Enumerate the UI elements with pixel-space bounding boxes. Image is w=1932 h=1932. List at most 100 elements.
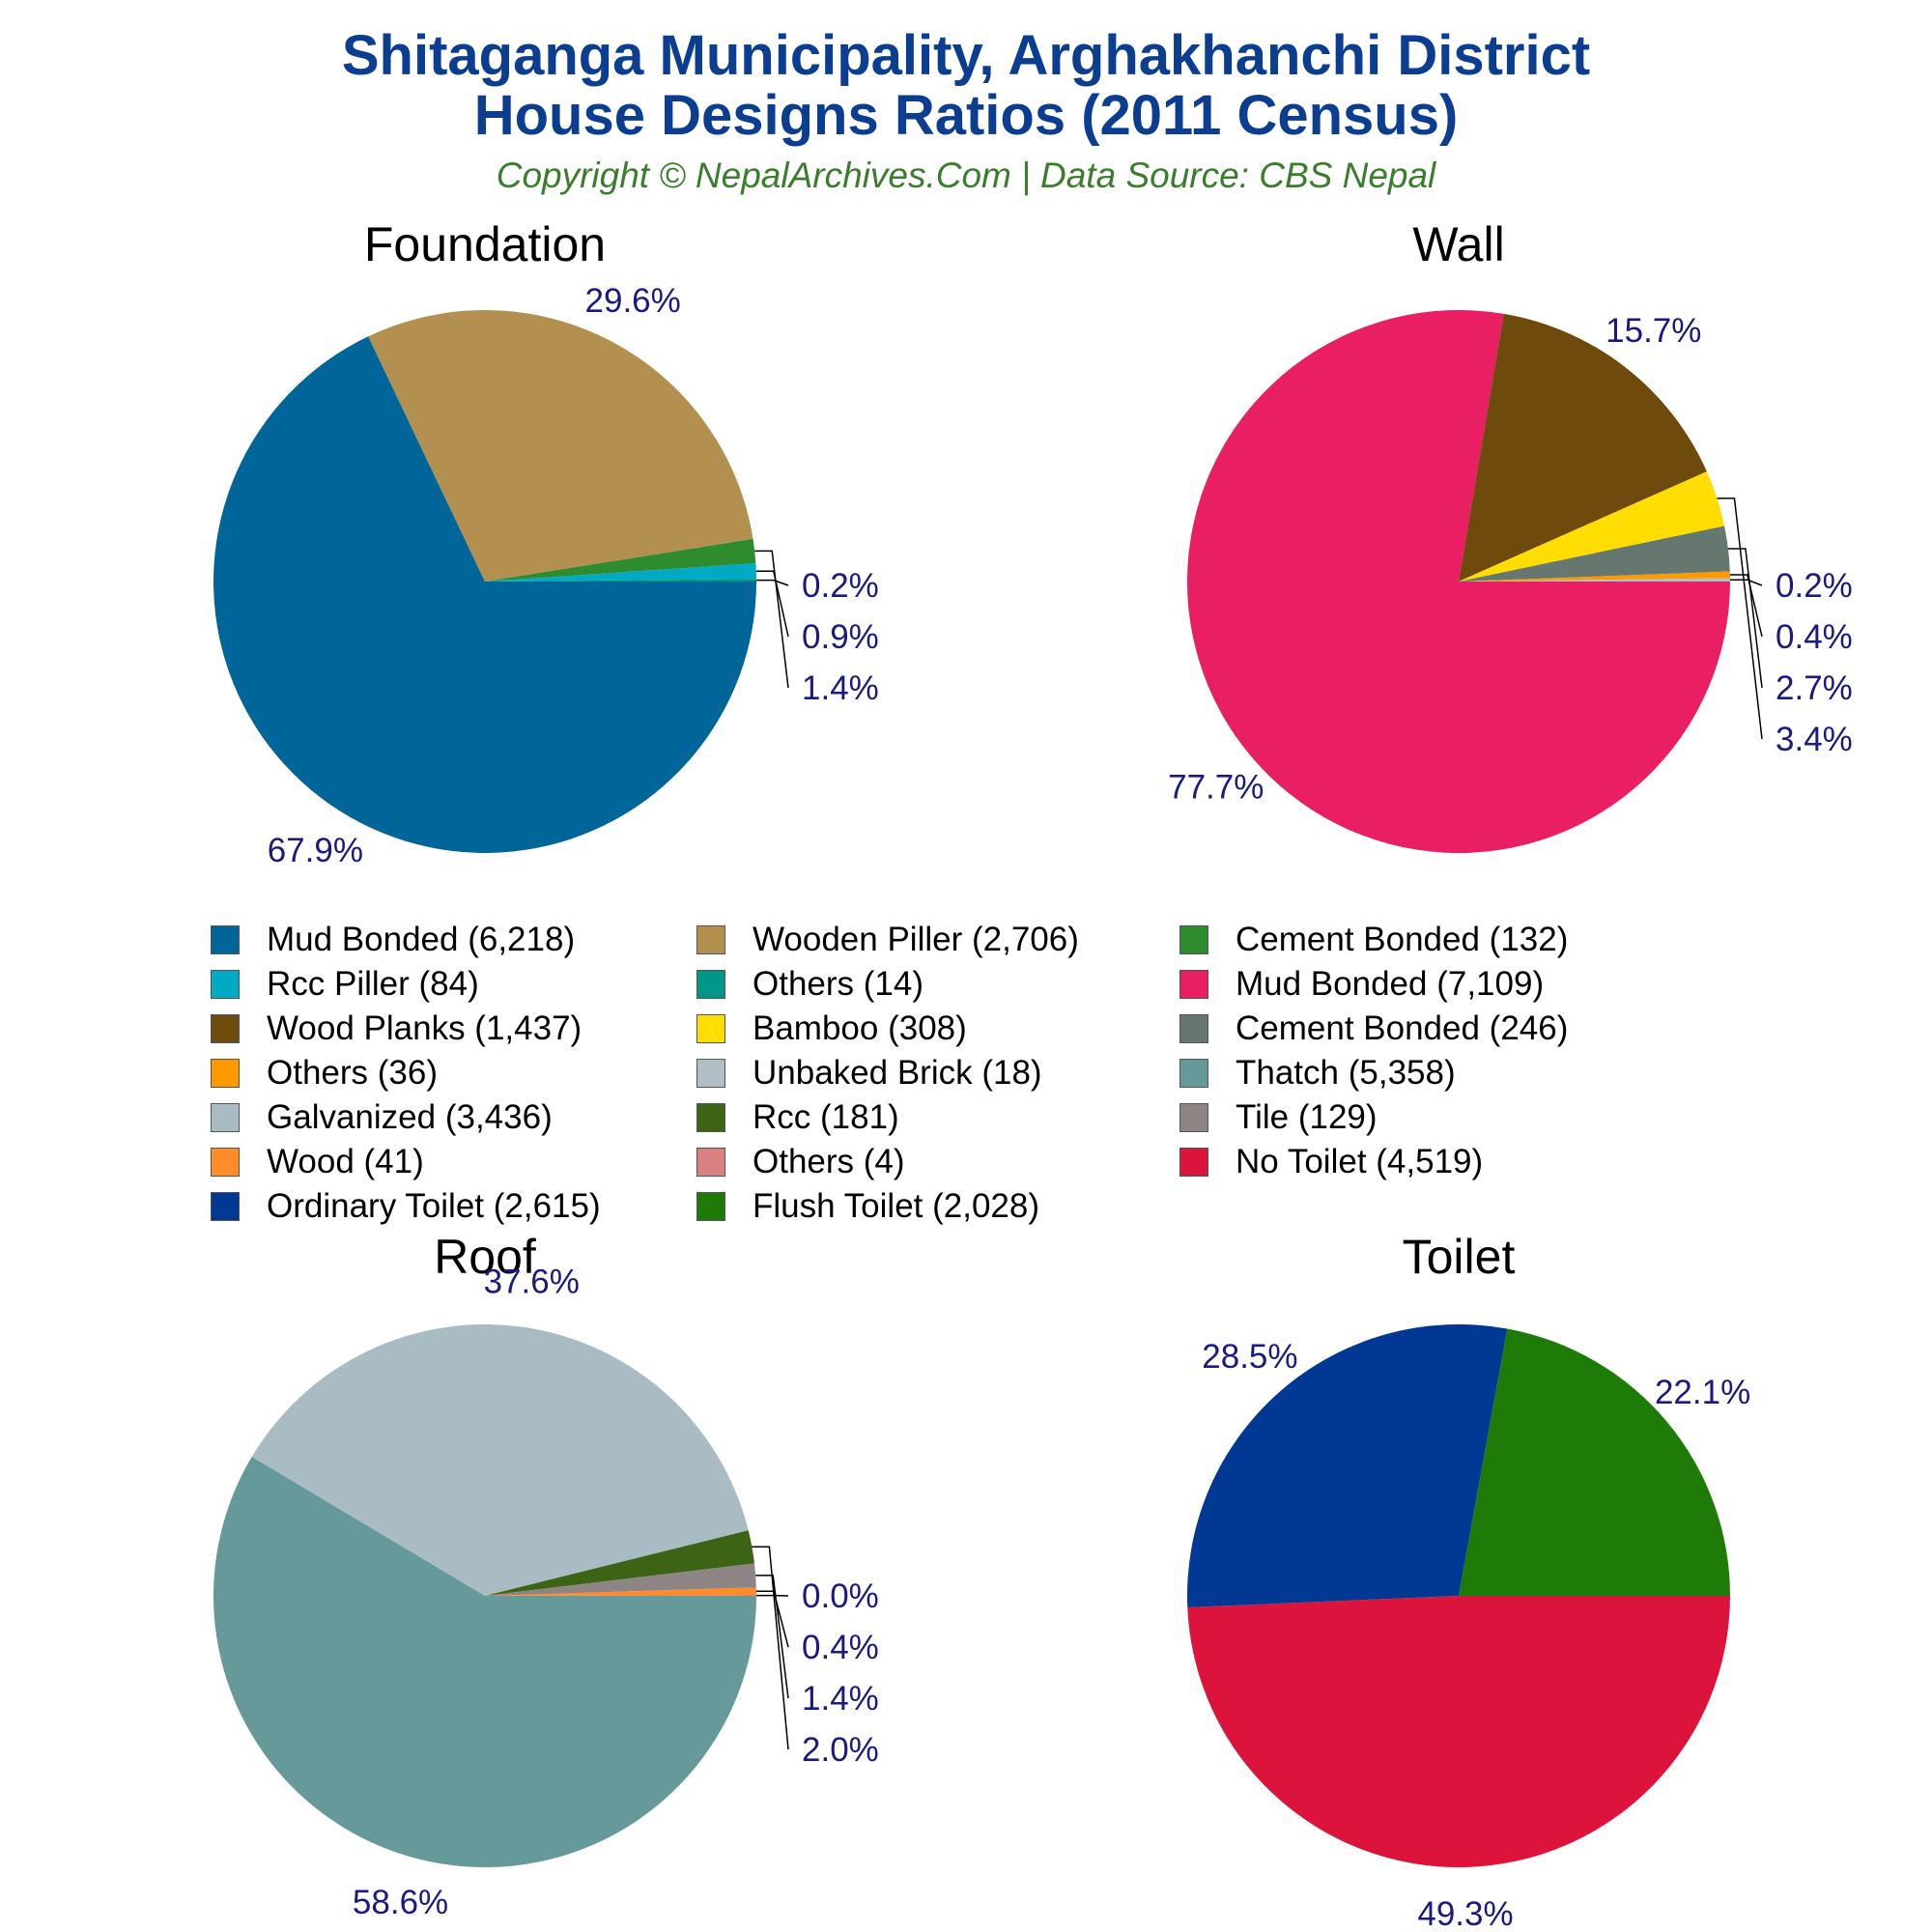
legend-label: Mud Bonded (6,218) <box>267 921 576 958</box>
legend-swatch <box>211 970 240 999</box>
pct-label-roof-galvanized: 37.6% <box>484 1264 580 1301</box>
pie-slice-foundation-rcc-piller <box>485 563 756 582</box>
legend-item: Wood Planks (1,437) <box>211 1007 696 1051</box>
legend-item: Rcc (181) <box>696 1095 1179 1140</box>
pie-slice-toilet-flush-toilet <box>1459 1328 1730 1596</box>
legend-label: Others (36) <box>267 1054 438 1092</box>
pie-toilet: Toilet 49.3% 28.5% 22.1% <box>1186 1230 1750 1932</box>
legend-item: Others (36) <box>211 1051 696 1095</box>
legend-item: Cement Bonded (132) <box>1179 918 1682 962</box>
legend-swatch <box>211 1059 240 1088</box>
legend-item: Others (4) <box>696 1140 1179 1184</box>
legend-item: Flush Toilet (2,028) <box>696 1184 1179 1229</box>
legend-label: No Toilet (4,519) <box>1236 1143 1484 1180</box>
legend-item: No Toilet (4,519) <box>1179 1140 1682 1184</box>
pct-label-wall-unbaked-brick: 0.2% <box>1776 567 1853 605</box>
legend-item: Thatch (5,358) <box>1179 1051 1682 1095</box>
legend-item: Mud Bonded (7,109) <box>1179 962 1682 1007</box>
legend-swatch <box>211 1014 240 1043</box>
pct-label-wall-mud-bonded: 77.7% <box>1168 768 1264 806</box>
pct-label-toilet-flush-toilet: 22.1% <box>1655 1374 1750 1411</box>
legend-swatch <box>211 925 240 954</box>
pie-slice-wall-others <box>1459 571 1730 582</box>
legend-swatch <box>1179 1014 1208 1043</box>
legend-label: Unbaked Brick (18) <box>753 1054 1042 1092</box>
pie-title-toilet: Toilet <box>1403 1230 1516 1284</box>
legend-item: Rcc Piller (84) <box>211 962 696 1007</box>
legend-label: Wooden Piller (2,706) <box>753 921 1079 958</box>
pie-slice-wall-unbaked-brick <box>1459 578 1730 582</box>
pie-slice-roof-tile <box>485 1563 756 1596</box>
legend-label: Rcc Piller (84) <box>267 965 479 1003</box>
legend-label: Wood (41) <box>267 1143 424 1180</box>
legend-label: Flush Toilet (2,028) <box>753 1187 1040 1225</box>
legend-swatch <box>696 1059 725 1088</box>
legend-item: Wooden Piller (2,706) <box>696 918 1179 962</box>
pie-roof: Roof 58.6% 37.6% 0.0% 0.4% 1.4% 2.0% <box>213 1230 879 1921</box>
pie-slice-wall-wood-planks <box>1459 313 1707 582</box>
pct-label-roof-thatch: 58.6% <box>353 1884 448 1921</box>
pie-slice-foundation-others <box>485 579 756 582</box>
legend-swatch <box>1179 925 1208 954</box>
legend-swatch <box>1179 1103 1208 1132</box>
pct-label-toilet-no-toilet: 49.3% <box>1417 1895 1513 1932</box>
pct-label-foundation-cement-bonded: 1.4% <box>802 669 879 707</box>
chart-title-line-2: House Designs Ratios (2011 Census) <box>473 84 1459 147</box>
leader-line-foundation-rcc-piller <box>755 570 789 638</box>
leader-line-wall-others <box>1729 574 1763 638</box>
legend-swatch <box>696 1192 725 1221</box>
legend-swatch <box>696 1014 725 1043</box>
legend-item: Others (14) <box>696 962 1179 1007</box>
leader-line-roof-wood <box>755 1590 789 1648</box>
legend-item: Galvanized (3,436) <box>211 1095 696 1140</box>
pie-title-roof: Roof <box>434 1230 536 1284</box>
legend-label: Cement Bonded (132) <box>1236 921 1569 958</box>
legend-label: Rcc (181) <box>753 1098 899 1136</box>
legend-swatch <box>211 1148 240 1177</box>
pct-label-foundation-mud-bonded: 67.9% <box>268 832 363 869</box>
pie-slice-foundation-mud-bonded <box>213 336 756 853</box>
pct-label-roof-wood: 0.4% <box>802 1629 879 1666</box>
pie-slice-foundation-cement-bonded <box>485 538 756 582</box>
legend: Mud Bonded (6,218) Wooden Piller (2,706) C… <box>211 918 1718 1236</box>
legend-item: Bamboo (308) <box>696 1007 1179 1051</box>
leader-line-roof-rcc <box>752 1546 789 1750</box>
legend-item: Unbaked Brick (18) <box>696 1051 1179 1095</box>
pct-label-wall-wood-planks: 15.7% <box>1605 312 1701 350</box>
leader-line-wall-unbaked-brick <box>1729 579 1763 586</box>
pct-label-wall-others: 0.4% <box>1776 618 1853 656</box>
chart-title-line-1: Shitaganga Municipality, Arghakhanchi Di… <box>341 24 1591 87</box>
legend-swatch <box>1179 970 1208 999</box>
legend-label: Cement Bonded (246) <box>1236 1009 1569 1047</box>
pie-title-foundation: Foundation <box>364 217 606 271</box>
leader-line-wall-bamboo <box>1717 497 1763 740</box>
legend-item: Ordinary Toilet (2,615) <box>211 1184 696 1229</box>
pie-slice-toilet-no-toilet <box>1187 1596 1730 1868</box>
pct-label-foundation-others: 0.2% <box>802 567 879 605</box>
leader-line-foundation-cement-bonded <box>754 550 789 689</box>
legend-label: Thatch (5,358) <box>1236 1054 1456 1092</box>
pie-title-wall: Wall <box>1412 217 1504 271</box>
pie-slice-roof-thatch <box>213 1456 756 1867</box>
leader-line-roof-tile <box>755 1575 789 1699</box>
leader-line-wall-cement-bonded <box>1727 548 1763 689</box>
pie-wall: Wall 77.7% 15.7% 0.2% 0.4% 2.7% 3.4% <box>1168 217 1853 853</box>
legend-label: Others (14) <box>753 965 923 1003</box>
pct-label-wall-cement-bonded: 2.7% <box>1776 669 1853 707</box>
legend-swatch <box>1179 1059 1208 1088</box>
legend-item: Mud Bonded (6,218) <box>211 918 696 962</box>
legend-item: Wood (41) <box>211 1140 696 1184</box>
legend-swatch <box>696 1148 725 1177</box>
pct-label-roof-others: 0.0% <box>802 1577 879 1615</box>
pie-foundation: Foundation 67.9% 29.6% 0.2% 0.9% 1.4% <box>213 217 879 869</box>
legend-swatch <box>1179 1148 1208 1177</box>
legend-swatch <box>696 970 725 999</box>
legend-label: Galvanized (3,436) <box>267 1098 553 1136</box>
legend-swatch <box>696 1103 725 1132</box>
pie-slice-foundation-wooden-piller <box>368 310 753 582</box>
leader-line-foundation-others <box>755 579 789 586</box>
pie-slice-wall-cement-bonded <box>1459 526 1730 582</box>
pct-label-foundation-rcc-piller: 0.9% <box>802 618 879 656</box>
